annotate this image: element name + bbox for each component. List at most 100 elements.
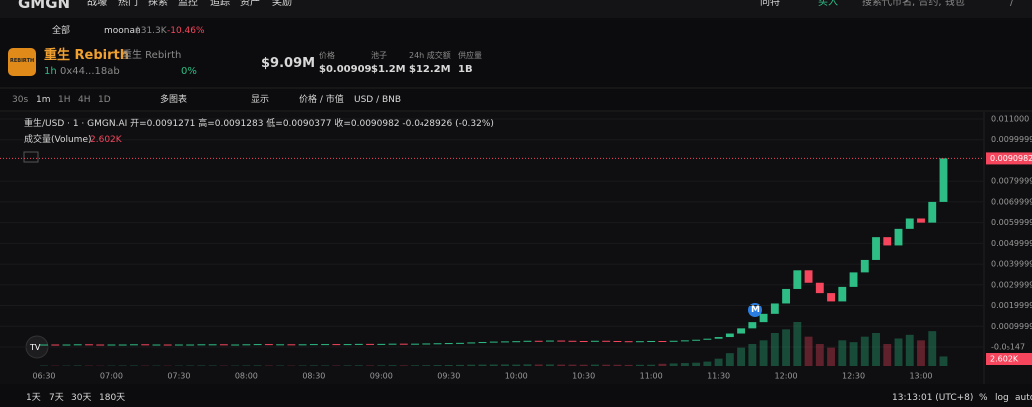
volume-bar — [377, 365, 386, 366]
nav-item[interactable]: 追踪 — [210, 0, 230, 8]
pct-toggle[interactable]: % — [979, 393, 988, 403]
candle-body — [208, 344, 217, 346]
candle-body — [399, 343, 408, 345]
marker[interactable] — [748, 303, 762, 317]
currency-toggle[interactable]: USD / BNB — [354, 95, 402, 105]
buy-button[interactable]: 买入 — [818, 0, 838, 8]
last-volume-label: 2.602K — [990, 355, 1019, 364]
multi-chart[interactable]: 多图表 — [160, 95, 188, 105]
x-tick-label: 10:00 — [505, 372, 528, 381]
y-tick-label: 0.0059999 — [991, 218, 1032, 227]
y-tick-label: 0.0079999 — [991, 177, 1032, 186]
token-address[interactable]: 0x44...18ab — [60, 66, 120, 77]
candle-body — [366, 343, 374, 345]
volume-bar — [917, 340, 925, 366]
candle-body — [354, 343, 363, 345]
x-tick-label: 10:30 — [572, 372, 595, 381]
x-tick-label: 07:00 — [100, 372, 123, 381]
y-tick-label: 0.011000 — [991, 115, 1029, 124]
auto-toggle[interactable]: auto — [1015, 393, 1032, 403]
log-toggle[interactable]: log — [995, 393, 1009, 403]
candle-body — [478, 342, 487, 344]
logo[interactable]: GMGN — [18, 0, 71, 12]
volume-bar — [568, 364, 577, 366]
copy-trade[interactable]: 同特 — [760, 0, 780, 8]
range-button[interactable]: 1天 — [26, 393, 41, 403]
candle-body — [737, 328, 746, 334]
candle-body — [152, 344, 161, 346]
range-button[interactable]: 7天 — [49, 393, 64, 403]
candle-body — [748, 322, 757, 329]
search-shortcut: / — [1010, 0, 1014, 8]
price-mcap-toggle[interactable]: 价格 / 市值 — [299, 95, 344, 105]
candle-body — [703, 338, 712, 340]
interval[interactable]: 1m — [36, 95, 51, 105]
candle-body — [680, 340, 689, 342]
volume-bar — [399, 365, 408, 366]
x-tick-label: 08:00 — [235, 372, 258, 381]
nav-item[interactable]: 资产 — [240, 0, 260, 8]
nav-item[interactable]: 奖励 — [272, 0, 292, 8]
candle-body — [242, 344, 251, 346]
display-menu[interactable]: 显示 — [251, 95, 270, 105]
candle-body — [287, 344, 296, 346]
candle-body — [579, 340, 588, 342]
volume-bar — [613, 364, 622, 366]
candle-body — [163, 344, 172, 346]
watch-all[interactable]: 全部 — [52, 26, 71, 36]
nav-item[interactable]: 监控 — [178, 0, 198, 8]
volume-bar — [860, 336, 869, 366]
volume-bar — [658, 363, 667, 366]
candle-body — [827, 293, 835, 302]
last-volume-tag — [986, 353, 1032, 365]
collapse-button[interactable] — [23, 151, 39, 163]
y-tick-label: 0.0069999 — [991, 197, 1032, 206]
tv-logo-text: TV — [30, 343, 41, 352]
interval[interactable]: 1D — [98, 95, 111, 105]
volume-bar — [478, 364, 487, 366]
range-button[interactable]: 30天 — [71, 393, 92, 403]
volume-bar — [872, 333, 880, 366]
y-tick-label: 0.0039999 — [991, 260, 1032, 269]
candle-body — [714, 337, 723, 339]
candle-body — [917, 218, 925, 223]
interval[interactable]: 4H — [78, 95, 91, 105]
volume-bar — [343, 365, 352, 366]
volume-bar — [354, 365, 363, 366]
candle-body — [804, 270, 813, 283]
volume-bar — [759, 340, 768, 366]
volume-bar — [366, 365, 374, 366]
candle-body — [107, 344, 116, 346]
candle-body — [73, 344, 82, 346]
volume-bar — [849, 342, 858, 366]
nav-item[interactable]: 热门 — [118, 0, 138, 8]
search-box[interactable]: 搜索代币名, 合约, 钱包 — [862, 0, 965, 8]
nav-item[interactable]: 战壕 — [87, 0, 107, 8]
clock: 13:13:01 (UTC+8) — [892, 393, 974, 403]
range-button[interactable]: 180天 — [99, 393, 126, 403]
x-tick-label: 11:30 — [707, 372, 730, 381]
stat-label: 价格 — [319, 51, 335, 60]
interval[interactable]: 30s — [12, 95, 29, 105]
interval[interactable]: 1H — [58, 95, 71, 105]
top-bar — [0, 0, 1032, 18]
candle-body — [377, 343, 386, 345]
candle-body — [512, 341, 521, 343]
holders-pct: 0% — [181, 66, 197, 77]
candle-body — [591, 340, 599, 342]
nav-item[interactable]: 探索 — [148, 0, 168, 8]
candle-body — [444, 343, 453, 345]
volume-bar — [669, 363, 678, 366]
wallet-name[interactable]: moonan — [104, 26, 141, 36]
volume-bar — [197, 365, 206, 366]
stat-value: 1B — [458, 64, 473, 75]
y-tick-label: 0.00099999 — [991, 322, 1032, 331]
candle-body — [309, 344, 318, 346]
volume-bar — [433, 365, 442, 366]
candle-body — [118, 344, 127, 346]
candle-body — [523, 340, 532, 342]
candle-body — [815, 282, 824, 294]
candle-body — [782, 288, 791, 304]
volume-bar — [804, 336, 813, 366]
